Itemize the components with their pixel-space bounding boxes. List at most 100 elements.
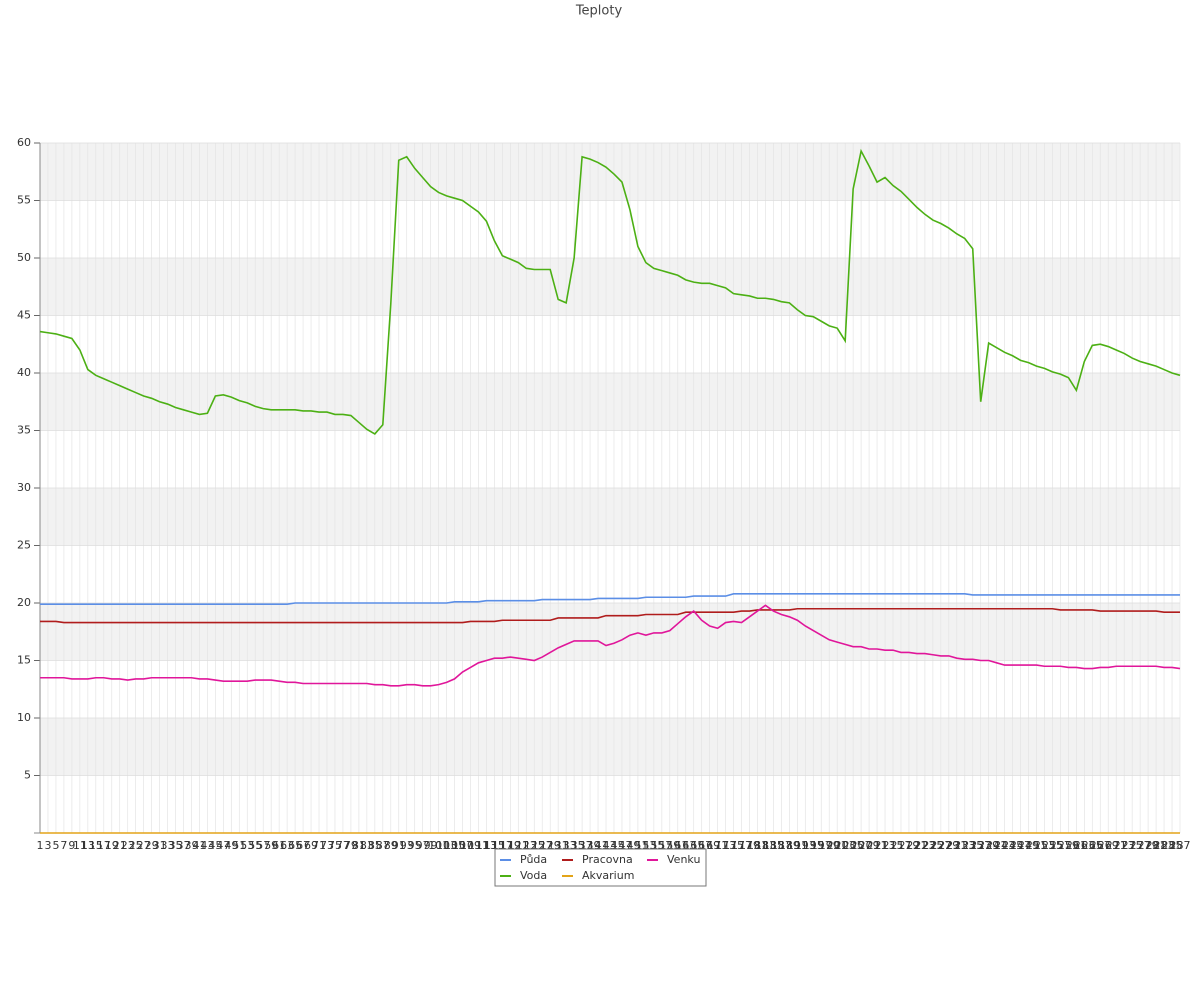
x-tick-label: 9 bbox=[68, 839, 75, 852]
series-line bbox=[40, 592, 1180, 605]
y-tick-label: 30 bbox=[17, 481, 31, 494]
x-tick-label: 195 bbox=[803, 839, 824, 852]
x-tick-label: 47 bbox=[216, 839, 230, 852]
x-tick-label: 261 bbox=[1066, 839, 1087, 852]
x-tick-label: 279 bbox=[1138, 839, 1159, 852]
x-tick-label: 251 bbox=[1026, 839, 1047, 852]
y-tick-label: 50 bbox=[17, 251, 31, 264]
x-tick-label: 223 bbox=[914, 839, 935, 852]
x-tick-label: 49 bbox=[224, 839, 238, 852]
x-tick-label: 285 bbox=[1162, 839, 1183, 852]
legend-label: Voda bbox=[520, 869, 547, 882]
x-tick-label: 277 bbox=[1130, 839, 1151, 852]
chart-title: Teploty bbox=[575, 4, 623, 19]
x-tick-label: 247 bbox=[1010, 839, 1031, 852]
x-tick-label: 197 bbox=[811, 839, 832, 852]
x-tick-label: 221 bbox=[906, 839, 927, 852]
x-tick-label: 35 bbox=[169, 839, 183, 852]
x-tick-label: 283 bbox=[1154, 839, 1175, 852]
y-tick-label: 10 bbox=[17, 711, 31, 724]
x-tick-label: 111 bbox=[468, 839, 489, 852]
x-tick-label: 265 bbox=[1082, 839, 1103, 852]
grid-band bbox=[40, 718, 1180, 776]
x-tick-label: 55 bbox=[248, 839, 262, 852]
x-tick-label: 71 bbox=[312, 839, 326, 852]
legend-box bbox=[494, 848, 707, 887]
x-tick-label: 225 bbox=[922, 839, 943, 852]
x-tick-label: 217 bbox=[890, 839, 911, 852]
x-tick-label: 253 bbox=[1034, 839, 1055, 852]
x-tick-label: 179 bbox=[739, 839, 760, 852]
x-tick-label: 219 bbox=[898, 839, 919, 852]
x-tick-label: 235 bbox=[962, 839, 983, 852]
x-tick-label: 83 bbox=[360, 839, 374, 852]
x-tick-label: 97 bbox=[416, 839, 430, 852]
series-line bbox=[40, 607, 1180, 624]
x-tick-label: 287 bbox=[1170, 839, 1191, 852]
y-tick-label: 5 bbox=[24, 769, 31, 782]
x-tick-label: 87 bbox=[376, 839, 390, 852]
x-tick-label: 109 bbox=[460, 839, 481, 852]
x-tick-label: 13 bbox=[81, 839, 95, 852]
series-line bbox=[40, 604, 1181, 687]
legend: Půda Voda Pracovna Akvarium Venku bbox=[494, 848, 707, 887]
x-tick-label: 33 bbox=[161, 839, 175, 852]
x-tick-label: 51 bbox=[232, 839, 246, 852]
x-tick-label: 39 bbox=[184, 839, 198, 852]
x-tick-label: 103 bbox=[436, 839, 457, 852]
x-tick-label: 267 bbox=[1090, 839, 1111, 852]
x-tick-label: 3 bbox=[44, 839, 51, 852]
x-tick-label: 271 bbox=[1106, 839, 1127, 852]
x-tick-label: 189 bbox=[779, 839, 800, 852]
grid-band bbox=[40, 373, 1180, 431]
x-tick-label: 281 bbox=[1146, 839, 1167, 852]
x-tick-label: 89 bbox=[384, 839, 398, 852]
x-tick-label: 101 bbox=[428, 839, 449, 852]
y-tick-label: 45 bbox=[17, 309, 31, 322]
y-tick-label: 35 bbox=[17, 424, 31, 437]
x-tick-label: 29 bbox=[145, 839, 159, 852]
x-tick-label: 181 bbox=[747, 839, 768, 852]
x-tick-label: 213 bbox=[875, 839, 896, 852]
x-tick-label: 99 bbox=[424, 839, 438, 852]
legend-label: Akvarium bbox=[582, 869, 634, 882]
x-tick-label: 275 bbox=[1122, 839, 1143, 852]
x-tick-label: 207 bbox=[851, 839, 872, 852]
legend-label: Venku bbox=[667, 853, 700, 866]
x-tick-label: 27 bbox=[137, 839, 151, 852]
x-tick-label: 31 bbox=[153, 839, 167, 852]
x-tick-label: 185 bbox=[763, 839, 784, 852]
grid-band bbox=[40, 143, 1180, 201]
x-tick-label: 269 bbox=[1098, 839, 1119, 852]
grid-band bbox=[40, 603, 1180, 661]
legend-label: Půda bbox=[520, 853, 547, 866]
x-tick-label: 67 bbox=[296, 839, 310, 852]
x-tick-label: 215 bbox=[883, 839, 904, 852]
x-tick-label: 15 bbox=[89, 839, 103, 852]
x-tick-label: 273 bbox=[1114, 839, 1135, 852]
x-tick-label: 187 bbox=[771, 839, 792, 852]
x-tick-label: 63 bbox=[280, 839, 294, 852]
x-tick-label: 183 bbox=[755, 839, 776, 852]
x-tick-label: 257 bbox=[1050, 839, 1071, 852]
x-tick-label: 237 bbox=[970, 839, 991, 852]
x-tick-label: 173 bbox=[715, 839, 736, 852]
x-tick-label: 105 bbox=[444, 839, 465, 852]
x-tick-label: 171 bbox=[707, 839, 728, 852]
y-tick-label: 55 bbox=[17, 194, 31, 207]
x-tick-label: 41 bbox=[192, 839, 206, 852]
x-tick-label: 7 bbox=[60, 839, 67, 852]
x-tick-label: 25 bbox=[129, 839, 143, 852]
x-tick-label: 191 bbox=[787, 839, 808, 852]
x-tick-label: 243 bbox=[994, 839, 1015, 852]
x-tick-label: 241 bbox=[986, 839, 1007, 852]
x-tick-label: 69 bbox=[304, 839, 318, 852]
x-tick-label: 57 bbox=[256, 839, 270, 852]
x-tick-label: 23 bbox=[121, 839, 135, 852]
x-tick-label: 255 bbox=[1042, 839, 1063, 852]
y-tick-label: 60 bbox=[17, 136, 31, 149]
x-tick-label: 5 bbox=[52, 839, 59, 852]
x-tick-label: 91 bbox=[392, 839, 406, 852]
x-tick-label: 259 bbox=[1058, 839, 1079, 852]
